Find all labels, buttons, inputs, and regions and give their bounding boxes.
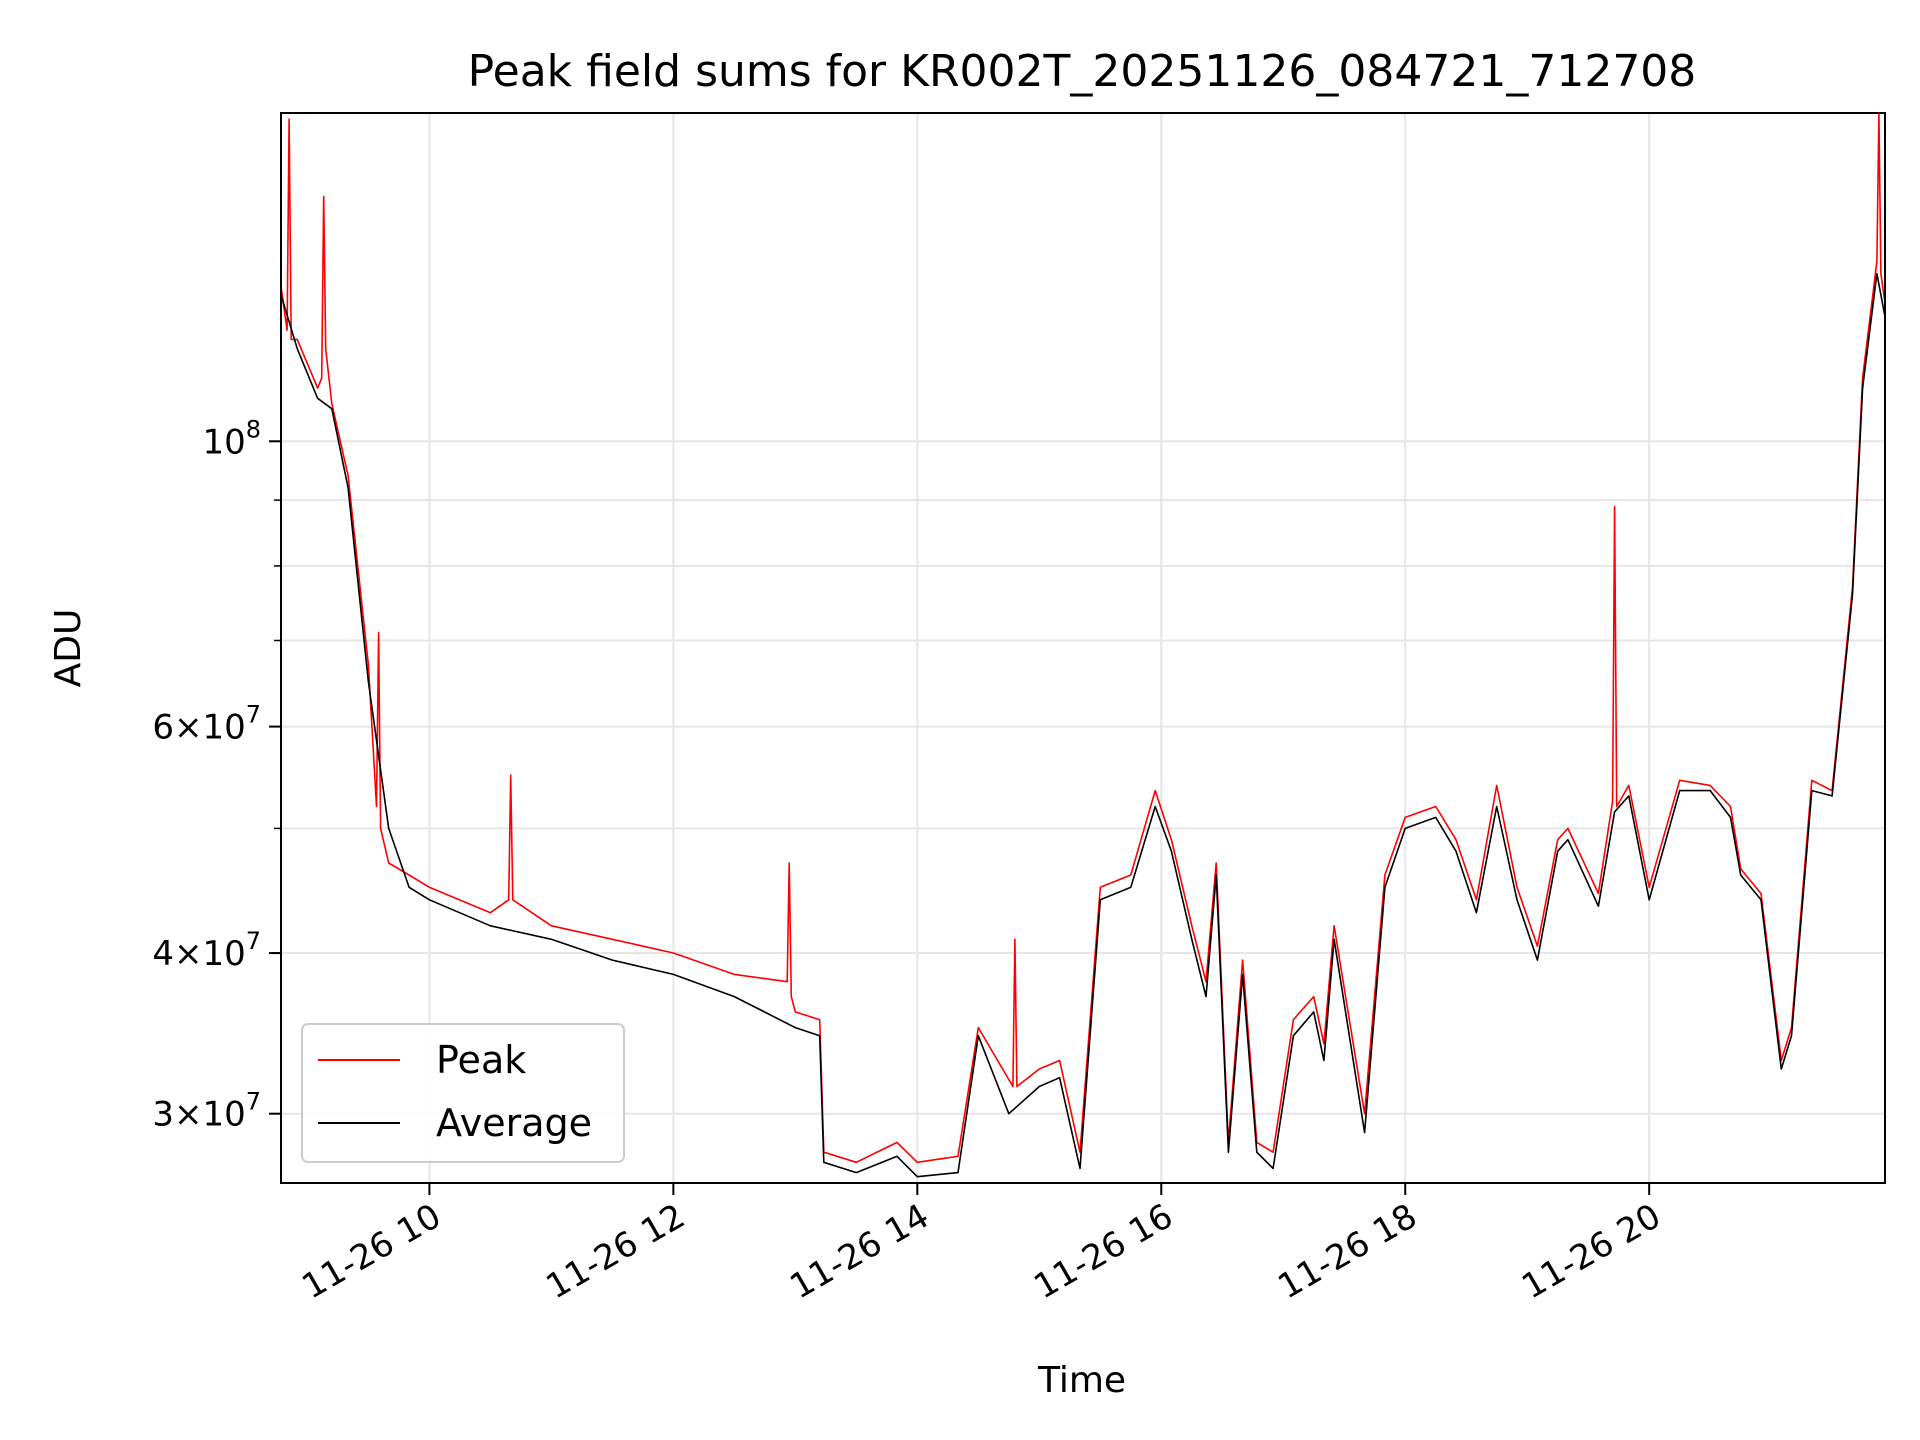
y-tick-label: 3×107 [152,1088,261,1135]
y-tick-times: ×10 [174,1095,246,1135]
y-tick-mantissa: 6 [152,708,174,748]
y-tick-mantissa: 3 [152,1095,174,1135]
y-tick-base: 10 [202,422,245,462]
y-tick-exponent: 8 [246,415,261,443]
y-tick-exponent: 7 [246,927,261,955]
series-line-peak [281,113,1885,1164]
y-tick-mantissa: 4 [152,934,174,974]
legend-label: Average [436,1101,592,1145]
y-tick-label: 108 [202,415,261,462]
plot-area [281,113,1885,1178]
y-tick-exponent: 7 [246,701,261,729]
legend: Peak Average [301,1023,625,1163]
y-tick-times: ×10 [174,934,246,974]
legend-box [301,1023,625,1163]
chart-title: Peak field sums for KR002T_20251126_0847… [468,46,1697,97]
y-tick-label: 6×107 [152,701,261,748]
series-line-average [281,272,1885,1178]
legend-label: Peak [436,1038,526,1082]
axes-frame [280,112,1886,1184]
x-axis-label: Time [1037,1360,1126,1401]
y-tick-exponent: 7 [246,1088,261,1116]
y-axis-label: ADU [48,609,89,688]
y-tick-times: ×10 [174,708,246,748]
grid [281,113,1885,1183]
y-tick-label: 4×107 [152,927,261,974]
